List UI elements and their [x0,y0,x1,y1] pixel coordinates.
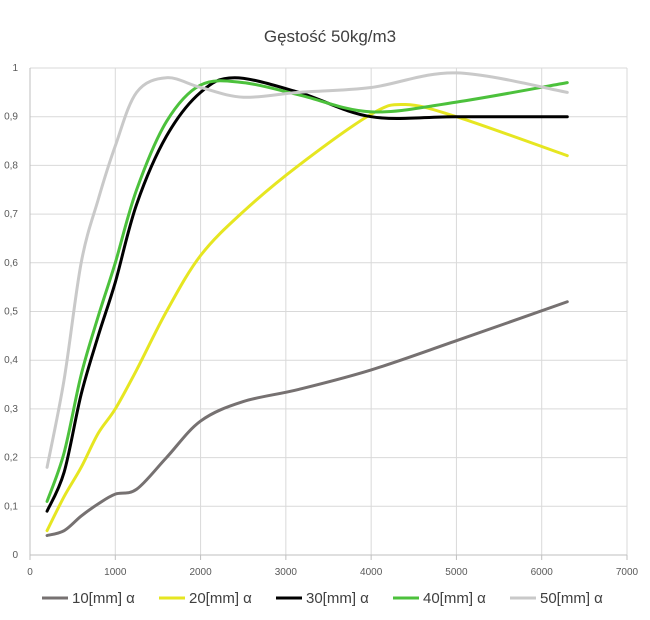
y-tick-label: 1 [12,63,18,74]
legend-label: 30[mm] α [306,590,369,607]
x-tick-label: 6000 [531,567,554,578]
series-line-4 [45,79,569,503]
y-tick-label: 0,2 [4,453,18,464]
legend-item: 20[mm] α [159,590,252,607]
axes: 0 0,1 0,2 0,3 0,4 0,5 0,6 0,7 0,8 0,9 1 0 1000 2000 30… [4,63,638,578]
legend-label: 50[mm] α [540,590,603,607]
y-tick-label: 0,3 [4,404,18,415]
y-tick-label: 0,6 [4,258,18,269]
y-tick-label: 0,5 [4,307,18,318]
x-tick-label: 2000 [189,567,212,578]
x-tick-label: 1000 [104,567,127,578]
y-tick-label: 0,7 [4,209,18,220]
chart-title: Gęstość 50kg/m3 [264,27,396,46]
legend-label: 40[mm] α [423,590,486,607]
y-tick-label: 0,8 [4,160,18,171]
x-tick-label: 5000 [445,567,468,578]
series-lines [45,71,569,538]
legend-item: 30[mm] α [276,590,369,607]
legend-label: 10[mm] α [72,590,135,607]
series-line-3 [45,76,569,513]
x-tick-label: 3000 [275,567,298,578]
legend-label: 20[mm] α [189,590,252,607]
legend-item: 40[mm] α [393,590,486,607]
series-line-1 [45,300,569,538]
x-tick-label: 0 [27,567,33,578]
legend-item: 50[mm] α [510,590,603,607]
legend: 10[mm] α 20[mm] α 30[mm] α 40[mm] α 50[mm] α [42,590,603,607]
series-line-2 [45,102,569,533]
x-tick-label: 7000 [616,567,639,578]
x-tick-label: 4000 [360,567,383,578]
series-line-5 [45,71,569,469]
y-tick-label: 0,1 [4,501,18,512]
legend-item: 10[mm] α [42,590,135,607]
y-tick-label: 0,9 [4,112,18,123]
y-tick-label: 0,4 [4,355,18,366]
y-tick-label: 0 [12,550,18,561]
